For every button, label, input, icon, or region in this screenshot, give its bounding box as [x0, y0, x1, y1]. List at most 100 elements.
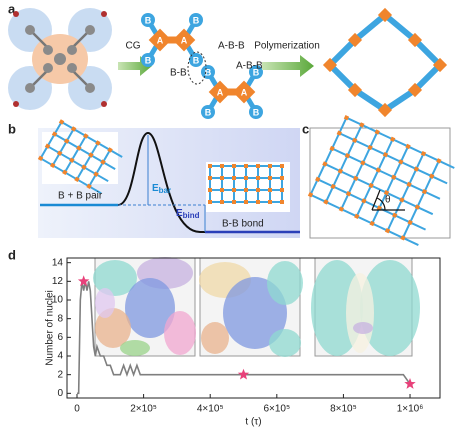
bond — [393, 176, 410, 186]
node — [337, 168, 343, 174]
node — [307, 192, 314, 198]
bead — [347, 82, 363, 98]
bond — [431, 175, 448, 185]
bond — [377, 154, 387, 171]
node — [375, 167, 381, 173]
crystal-domain — [201, 322, 229, 354]
bond — [327, 62, 358, 93]
bond — [352, 12, 388, 43]
bead-label: B — [193, 55, 200, 65]
bond — [347, 177, 357, 195]
node — [268, 164, 272, 168]
bead — [377, 102, 393, 118]
bond — [95, 173, 109, 183]
bond — [415, 153, 425, 170]
bond — [73, 128, 87, 137]
bond — [385, 176, 395, 194]
node — [256, 188, 260, 192]
y-tick-label: 10 — [52, 295, 64, 306]
bond — [47, 145, 61, 155]
node — [232, 176, 236, 180]
node — [208, 200, 212, 204]
node — [280, 164, 284, 168]
bond — [88, 185, 102, 195]
bond — [339, 155, 349, 172]
node — [268, 188, 272, 192]
bond — [369, 146, 386, 156]
node — [76, 145, 82, 151]
bond-label: A-B-B — [218, 41, 245, 52]
node — [268, 176, 272, 180]
node — [329, 145, 335, 152]
bond — [353, 124, 363, 141]
bead — [322, 57, 338, 73]
x-tick-label: 4×10⁵ — [197, 404, 224, 415]
bond — [70, 147, 80, 161]
lattice-image — [37, 119, 123, 195]
plot-frame — [66, 257, 441, 399]
bead-label: A — [217, 87, 224, 97]
subscript: bind — [183, 211, 200, 220]
bond — [363, 199, 380, 209]
node — [220, 188, 224, 192]
bond — [339, 170, 357, 180]
bond — [438, 159, 455, 169]
bond — [53, 121, 63, 135]
bond — [40, 157, 54, 167]
bead-label: B — [205, 107, 212, 117]
bond — [76, 178, 90, 188]
bond — [338, 117, 348, 134]
node — [63, 138, 70, 144]
bond — [399, 146, 409, 163]
bond — [382, 12, 418, 43]
crystal-domain — [93, 260, 137, 296]
bead-label: B — [145, 15, 152, 25]
y-tick-label: 0 — [57, 388, 63, 399]
panel-label: c — [302, 121, 309, 136]
crystal-domain — [353, 322, 373, 334]
bead — [189, 53, 203, 67]
bead — [201, 65, 215, 79]
node — [353, 175, 359, 181]
bond — [402, 236, 419, 246]
node — [208, 164, 212, 168]
data-line — [76, 281, 411, 395]
bond — [370, 169, 380, 186]
bond — [412, 37, 443, 68]
bond — [97, 142, 111, 151]
node — [95, 140, 101, 146]
node — [414, 204, 420, 210]
bead-label: B — [193, 15, 200, 25]
node — [354, 213, 360, 219]
bond — [346, 139, 356, 157]
y-tick-label: 4 — [57, 351, 63, 362]
bond — [352, 87, 388, 113]
bond — [363, 185, 373, 202]
node — [256, 176, 260, 180]
x-tick-label: 1×10⁶ — [397, 404, 424, 415]
bond — [355, 177, 372, 187]
bond — [327, 37, 358, 68]
binding-label: Ebind — [176, 208, 200, 220]
node — [336, 130, 342, 136]
node — [44, 143, 51, 149]
node — [280, 176, 284, 180]
lattice-image — [206, 162, 290, 212]
bond — [317, 178, 334, 188]
y-tick-label: 14 — [52, 257, 64, 268]
bond — [331, 147, 348, 157]
node — [244, 200, 248, 204]
panel-label: d — [8, 247, 16, 262]
bond — [39, 145, 49, 159]
lattice — [37, 119, 123, 195]
cg-label: CG — [126, 41, 141, 52]
node — [413, 166, 419, 172]
panel-label: b — [8, 121, 16, 136]
bond — [332, 170, 342, 187]
bond — [424, 190, 441, 200]
node — [69, 157, 75, 163]
node — [369, 220, 375, 227]
node — [407, 219, 413, 226]
